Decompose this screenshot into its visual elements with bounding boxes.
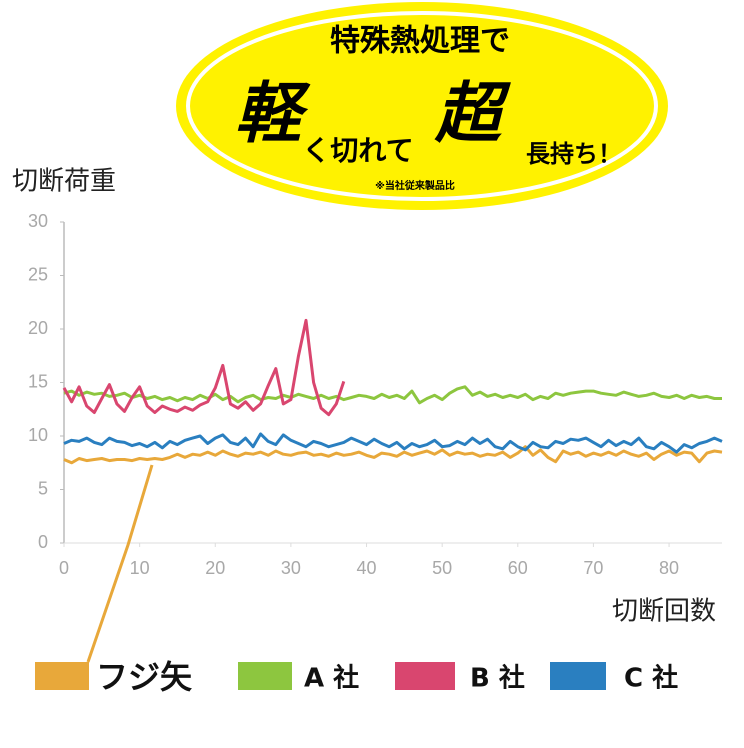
banner-ring: [186, 11, 658, 201]
banner-text: 超: [434, 75, 511, 152]
x-tick-label: 70: [583, 558, 603, 578]
banner-text: ※当社従来製品比: [375, 179, 455, 192]
legend-swatch: [395, 662, 455, 690]
banner-text: く切れて: [302, 134, 413, 167]
x-tick-label: 60: [508, 558, 528, 578]
banner-text: 軽: [235, 75, 311, 152]
leader-line: [86, 464, 154, 663]
series-line: [63, 445, 723, 465]
x-tick-label: 30: [281, 558, 301, 578]
y-tick-label: 0: [38, 532, 48, 552]
y-tick-label: 25: [28, 264, 48, 284]
y-tick-label: 10: [28, 425, 48, 445]
banner-text: 特殊熱処理で: [330, 24, 510, 59]
y-tick-label: 30: [28, 211, 48, 231]
legend-label: B 社: [470, 663, 525, 694]
legend-label: C 社: [624, 663, 678, 694]
x-tick-label: 40: [357, 558, 377, 578]
x-axis-label: 切断回数: [612, 597, 716, 627]
y-tick-label: 15: [28, 371, 48, 391]
x-tick-label: 80: [659, 558, 679, 578]
legend-label: フジ矢: [96, 658, 192, 696]
banner-outer: [176, 2, 668, 210]
y-tick-label: 20: [28, 318, 48, 338]
legend-swatch: [35, 662, 89, 690]
x-tick-label: 0: [59, 558, 69, 578]
x-tick-label: 20: [205, 558, 225, 578]
x-tick-label: 10: [130, 558, 150, 578]
series-line: [63, 432, 723, 454]
banner-text: 長持ち！: [526, 140, 622, 168]
series-line: [62, 318, 346, 417]
series-line: [63, 385, 722, 405]
y-tick-label: 5: [38, 478, 48, 498]
legend-swatch: [238, 662, 292, 690]
y-axis-label: 切断荷重: [12, 167, 116, 197]
x-tick-label: 50: [432, 558, 452, 578]
legend-label: A 社: [304, 663, 359, 694]
legend-swatch: [550, 662, 606, 690]
